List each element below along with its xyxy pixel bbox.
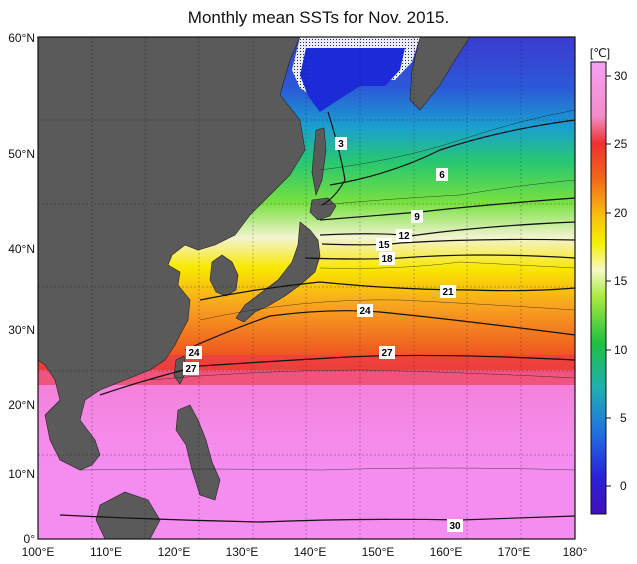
isotherm-30 — [59, 514, 576, 523]
korea-peninsula — [209, 254, 239, 297]
lat-label-30: 30°N — [8, 323, 35, 337]
map-area: 3 6 9 12 15 18 21 24 27 24 27 30 — [37, 36, 576, 540]
philippines — [175, 404, 221, 501]
isotherm-6 — [329, 119, 576, 186]
svg-text:18: 18 — [381, 254, 393, 265]
isotherm-3 — [321, 111, 346, 206]
longitude-axis: 100°E 110°E 120°E 130°E 140°E 150°E 160°… — [22, 545, 588, 559]
svg-text:27: 27 — [185, 364, 197, 375]
isotherm-18 — [304, 254, 576, 260]
contour-label-24: 24 — [357, 304, 373, 317]
isotherm-12 — [319, 221, 576, 237]
colorbar-label-25: 25 — [614, 137, 628, 151]
japan-islands — [235, 221, 321, 323]
lat-label-50: 50°N — [8, 147, 35, 161]
lon-label-180: 180° — [563, 545, 588, 559]
contour-label-24-west: 24 — [186, 346, 202, 359]
contour-label-6: 6 — [436, 168, 448, 181]
isotherm-15 — [321, 238, 576, 246]
okhotsk-cold-water — [300, 48, 405, 112]
colorbar-label-10: 10 — [614, 343, 628, 357]
lat-label-60: 60°N — [8, 31, 35, 45]
borneo — [95, 491, 161, 540]
lon-label-160: 160°E — [430, 545, 463, 559]
colorbar-label-15: 15 — [614, 274, 628, 288]
lon-label-130: 130°E — [226, 545, 259, 559]
colorbar-scale — [590, 61, 607, 515]
map-title: Monthly mean SSTs for Nov. 2015. — [187, 8, 450, 27]
graticule — [38, 37, 575, 539]
sakhalin — [311, 127, 327, 197]
colorbar-label-5: 5 — [620, 411, 627, 425]
colorbar: [℃] 30 25 20 15 10 5 0 — [590, 46, 628, 515]
contour-label-group: 3 6 9 12 15 18 21 24 27 24 27 30 — [183, 137, 463, 532]
colorbar-unit: [℃] — [590, 46, 610, 60]
isotherm-24 — [184, 310, 576, 351]
svg-text:21: 21 — [442, 287, 454, 298]
contour-label-3: 3 — [335, 137, 347, 150]
svg-text:9: 9 — [414, 212, 420, 223]
contour-label-18: 18 — [379, 252, 395, 265]
lat-label-20: 20°N — [8, 398, 35, 412]
colorbar-label-20: 20 — [614, 206, 628, 220]
isotherm-27 — [99, 354, 576, 396]
lon-label-150: 150°E — [362, 545, 395, 559]
contour-label-27: 27 — [379, 346, 395, 359]
kamchatka — [409, 36, 471, 111]
svg-text:6: 6 — [439, 170, 445, 181]
lat-label-40: 40°N — [8, 242, 35, 256]
contour-label-21: 21 — [440, 285, 456, 298]
lat-label-0: 0° — [24, 532, 36, 546]
lon-label-170: 170°E — [498, 545, 531, 559]
svg-text:24: 24 — [188, 348, 200, 359]
colorbar-label-0: 0 — [620, 479, 627, 493]
svg-text:24: 24 — [359, 306, 371, 317]
hokkaido — [309, 197, 337, 221]
latitude-axis: 60°N 50°N 40°N 30°N 20°N 10°N 0° — [8, 31, 35, 546]
colorbar-ticks — [606, 75, 611, 487]
contour-label-15: 15 — [376, 238, 392, 251]
asia-landmass — [37, 36, 306, 471]
lon-label-140: 140°E — [294, 545, 327, 559]
svg-text:12: 12 — [398, 231, 410, 242]
lon-label-120: 120°E — [158, 545, 191, 559]
contour-label-27-west: 27 — [183, 362, 199, 375]
svg-text:15: 15 — [378, 240, 390, 251]
isotherm-lines — [59, 111, 576, 523]
svg-text:3: 3 — [338, 139, 344, 150]
svg-text:30: 30 — [449, 521, 461, 532]
contour-label-12: 12 — [396, 229, 412, 242]
svg-text:27: 27 — [381, 348, 393, 359]
lon-label-100: 100°E — [22, 545, 55, 559]
map-border — [37, 36, 576, 540]
lat-label-10: 10°N — [8, 467, 35, 481]
isotherm-21 — [199, 281, 576, 301]
lon-label-110: 110°E — [90, 545, 122, 559]
colorbar-label-30: 30 — [614, 69, 628, 83]
contour-label-9: 9 — [411, 210, 423, 223]
contour-label-30: 30 — [447, 519, 463, 532]
